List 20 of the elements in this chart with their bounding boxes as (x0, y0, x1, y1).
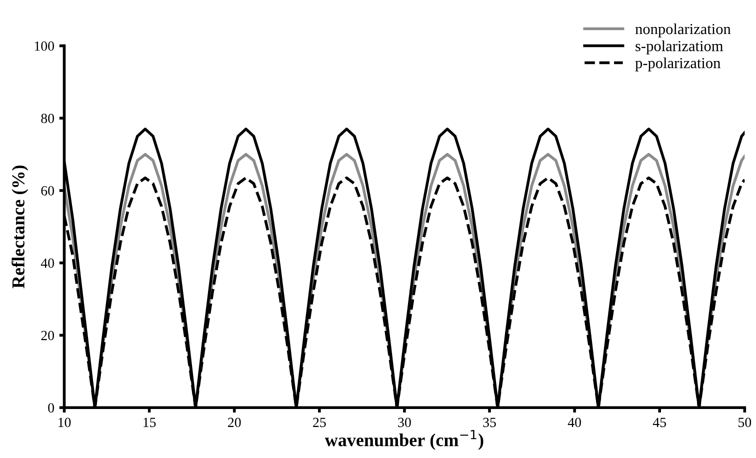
y-tick-label: 40 (40, 258, 54, 268)
y-axis-title: Reflectance (%) (12, 166, 28, 288)
y-tick-label: 60 (41, 186, 54, 196)
y-tick-label: 20 (41, 330, 54, 340)
x-tick-label: 30 (398, 418, 411, 428)
x-tick-label: 15 (144, 418, 156, 428)
legend-label: s-polarizatiom (636, 40, 724, 54)
x-tick-label: 50 (738, 418, 752, 428)
x-tick-label: 10 (58, 418, 71, 428)
x-tick-label: 35 (483, 418, 496, 428)
y-tick-label: 80 (41, 114, 54, 124)
x-tick-label: 40 (568, 418, 581, 428)
x-tick-label: 45 (652, 418, 666, 428)
y-tick-label: 100 (34, 41, 54, 51)
y-tick-label: 0 (48, 403, 54, 413)
x-axis-title: wavenumber (cm$^{−1}$) (324, 430, 484, 450)
legend-label: p-polarization (635, 57, 720, 72)
x-tick-label: 20 (228, 418, 241, 428)
legend-label: nonpolarization (635, 23, 731, 38)
x-tick-label: 25 (313, 418, 326, 428)
